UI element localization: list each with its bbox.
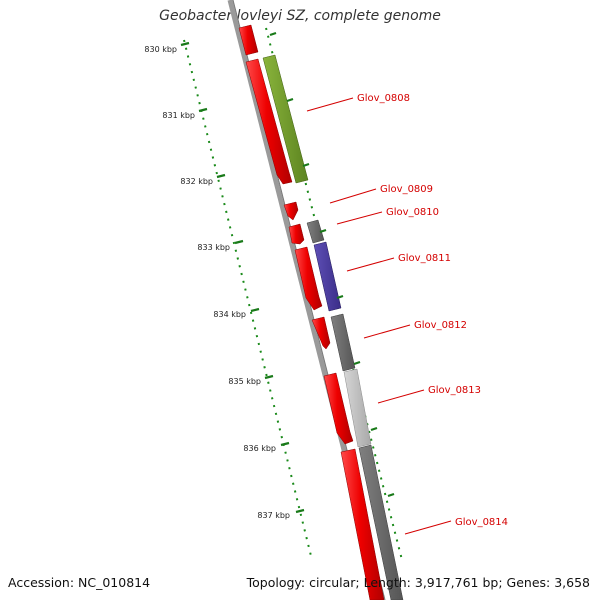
gene-label-glov-0813: Glov_0813 (428, 385, 481, 396)
tick-mark (302, 162, 310, 168)
tick-ring-left (183, 39, 313, 561)
gene-label-glov-0808: Glov_0808 (357, 93, 410, 104)
tick-mark (319, 228, 327, 234)
accession-text: Accession: NC_010814 (8, 575, 151, 590)
leader-line (404, 520, 452, 535)
leader-line (306, 97, 354, 112)
gene-purple (313, 241, 342, 312)
gene-arrow (288, 223, 305, 245)
tick-mark (250, 307, 260, 313)
tick-mark (387, 492, 395, 498)
map-title: Geobacter lovleyi SZ, complete genome (159, 8, 441, 24)
gene-label-glov-0812: Glov_0812 (414, 320, 467, 331)
tick-mark (336, 294, 344, 300)
tick-mark (234, 239, 244, 245)
leader-line (336, 211, 383, 225)
gene-arrow (238, 24, 259, 56)
gene-dark-gray (306, 219, 325, 244)
tick-ring-right (265, 27, 403, 561)
tick-mark (370, 426, 378, 432)
tick-mark (216, 173, 226, 179)
leader-lines (306, 97, 452, 535)
gene-arrow (323, 372, 354, 445)
gene-arrow (294, 246, 323, 311)
genome-summary-text: Topology: circular; Length: 3,917,761 bp… (246, 575, 590, 590)
tick-label: 832 kbp (180, 177, 213, 186)
gene-light-gray (343, 368, 372, 448)
gene-label-glov-0811: Glov_0811 (398, 253, 451, 264)
tick-mark (280, 441, 290, 447)
tick-label: 830 kbp (144, 45, 177, 54)
tick-mark (286, 97, 294, 103)
tick-label: 835 kbp (228, 377, 261, 386)
leader-line (363, 324, 411, 339)
leader-line (346, 257, 395, 272)
tick-label: 833 kbp (197, 243, 230, 252)
tick-marks-right (269, 31, 395, 498)
reverse-strand (262, 54, 404, 600)
gene-dark-gray (358, 444, 404, 600)
tick-label: 831 kbp (162, 111, 195, 120)
tick-mark (353, 360, 361, 366)
gene-label-glov-0809: Glov_0809 (380, 184, 433, 195)
tick-mark (295, 508, 305, 514)
gene-dark-gray (330, 313, 356, 372)
tick-label: 836 kbp (243, 444, 276, 453)
tick-mark (264, 374, 274, 380)
tick-mark (269, 31, 277, 37)
tick-marks (180, 41, 305, 514)
gene-green (262, 54, 309, 184)
gene-arrow (283, 201, 299, 221)
tick-mark (198, 107, 208, 113)
gene-label-glov-0810: Glov_0810 (386, 207, 439, 218)
tick-label: 834 kbp (213, 310, 246, 319)
gene-arrow (245, 58, 293, 185)
leader-line (329, 188, 377, 204)
tick-label: 837 kbp (257, 511, 290, 520)
gene-arrow (340, 448, 385, 600)
gene-label-glov-0814: Glov_0814 (455, 517, 508, 528)
leader-line (377, 389, 425, 404)
tick-mark (180, 41, 190, 47)
forward-strand (238, 24, 385, 600)
gene-arrow (311, 316, 331, 350)
